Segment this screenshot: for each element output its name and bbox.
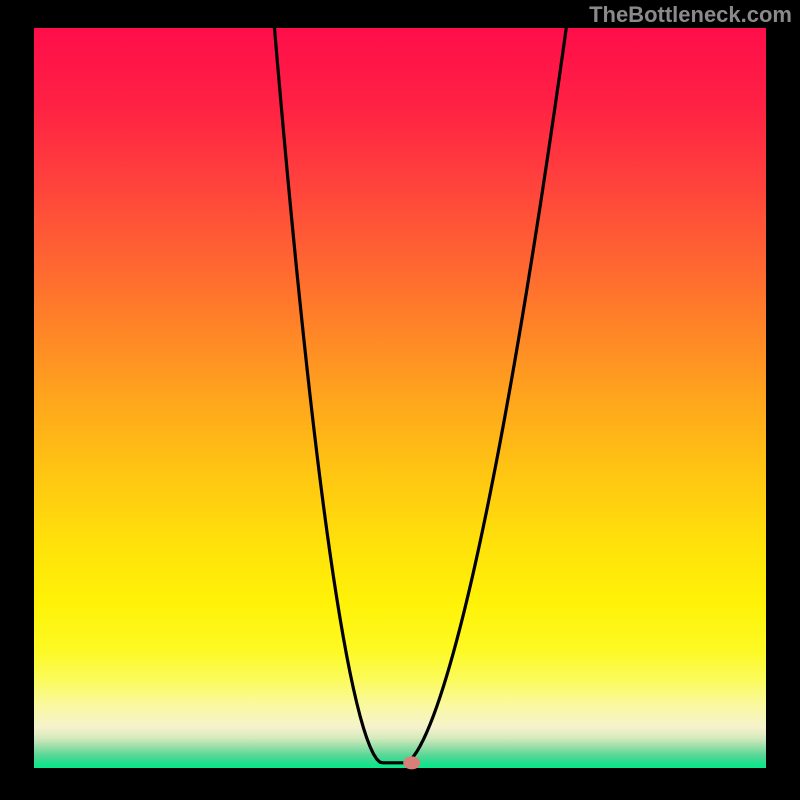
chart-container: TheBottleneck.com — [0, 0, 800, 800]
bottleneck-chart — [0, 0, 800, 800]
watermark-text: TheBottleneck.com — [589, 2, 792, 28]
plot-background — [34, 28, 766, 768]
vertex-marker — [404, 757, 420, 769]
